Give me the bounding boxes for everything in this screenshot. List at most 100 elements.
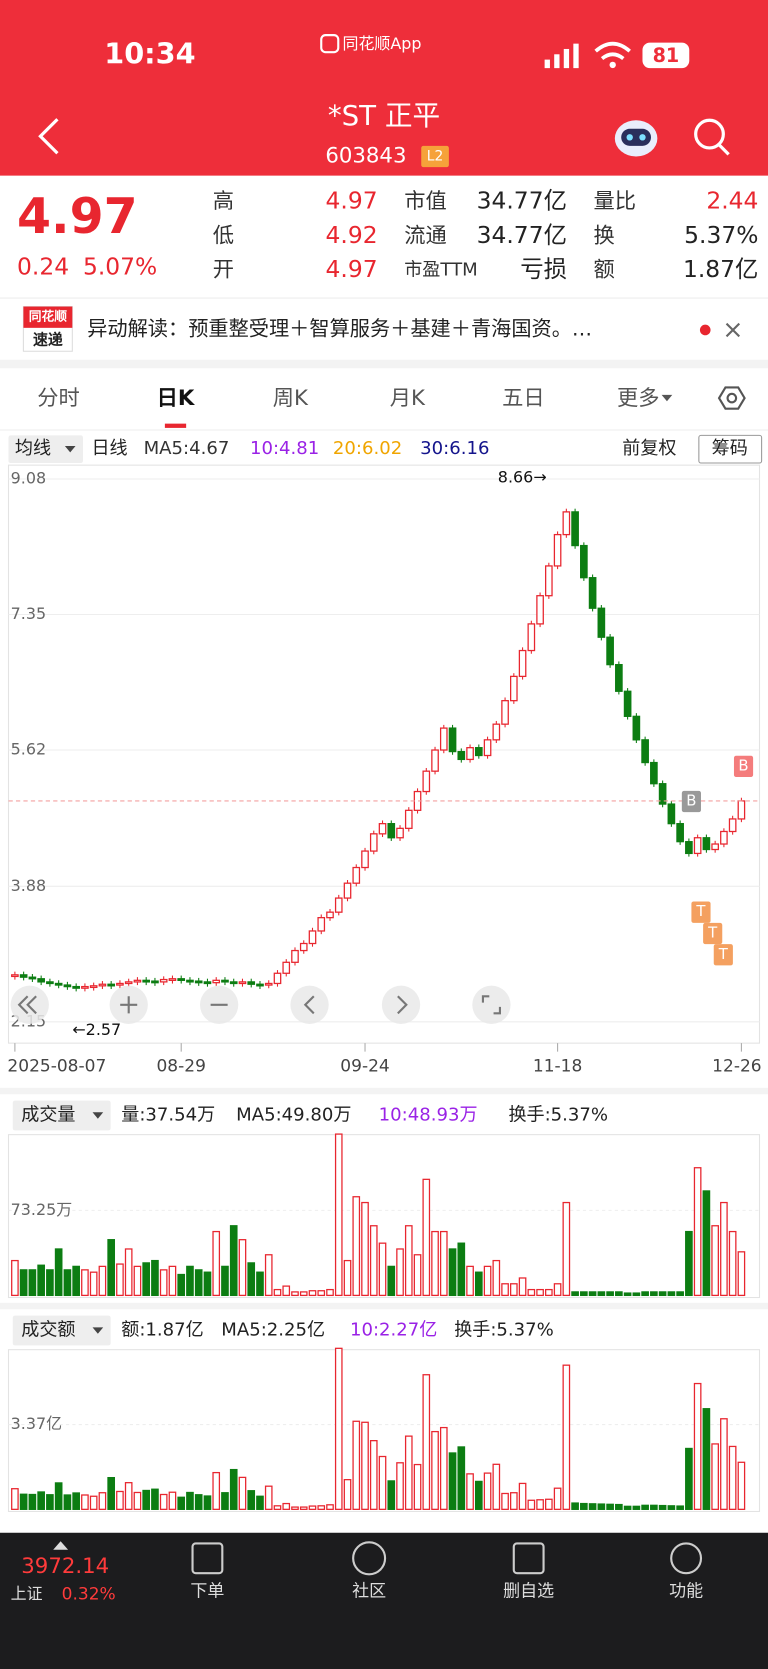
app-name: 同花顺App xyxy=(343,34,422,53)
bar xyxy=(28,1493,37,1510)
candle xyxy=(116,982,124,986)
price: 4.97 xyxy=(17,188,138,245)
bar xyxy=(11,1259,19,1297)
dropdown-arrow xyxy=(92,1112,104,1119)
robot-icon[interactable] xyxy=(614,120,658,157)
stat-label: 换 xyxy=(594,223,615,248)
prev-button[interactable] xyxy=(290,985,329,1024)
candle xyxy=(177,978,186,981)
bar xyxy=(264,1254,273,1297)
bar xyxy=(492,1463,501,1510)
bar xyxy=(203,1495,212,1510)
nav-label[interactable]: 删自选 xyxy=(503,1581,554,1601)
bar xyxy=(72,1265,80,1297)
level-badge xyxy=(421,145,449,168)
nav-label[interactable]: 功能 xyxy=(669,1581,703,1601)
bar xyxy=(282,1285,291,1297)
panel-select[interactable] xyxy=(12,1315,111,1346)
signal: T xyxy=(695,902,706,920)
bar xyxy=(317,1505,326,1510)
bar xyxy=(720,1418,728,1510)
candle xyxy=(615,663,623,692)
candle xyxy=(545,565,553,597)
bar xyxy=(116,1263,124,1297)
news-dot xyxy=(699,324,711,336)
bar xyxy=(404,1435,413,1510)
search-button[interactable] xyxy=(694,118,730,156)
bar xyxy=(676,1291,684,1297)
bar xyxy=(238,1476,247,1510)
stat-value: 4.97 xyxy=(326,255,378,283)
rewind-button[interactable] xyxy=(10,985,49,1024)
bar xyxy=(404,1225,413,1297)
tab[interactable]: 日K xyxy=(157,386,196,411)
stat-label: 流通 xyxy=(404,223,447,248)
chart-controls xyxy=(10,985,511,1024)
candle xyxy=(737,800,746,820)
tab[interactable]: 月K xyxy=(390,386,426,411)
bar xyxy=(702,1190,711,1297)
bar xyxy=(221,1492,229,1510)
bar xyxy=(54,1248,63,1297)
bar xyxy=(615,1503,623,1510)
adjust[interactable]: 前复权 xyxy=(622,438,676,459)
candle xyxy=(685,841,693,855)
candle xyxy=(466,747,474,761)
bar xyxy=(124,1248,133,1297)
bar xyxy=(466,1265,474,1297)
fullscreen-button[interactable] xyxy=(472,985,511,1024)
tab[interactable]: 更多 xyxy=(617,386,660,411)
nav-label[interactable]: 下单 xyxy=(190,1581,224,1601)
back-button[interactable] xyxy=(38,118,59,155)
nav-label[interactable]: 社区 xyxy=(352,1581,386,1601)
index-value[interactable]: 3972.14 xyxy=(21,1554,109,1579)
chips-button[interactable] xyxy=(698,434,763,464)
bar xyxy=(273,1505,282,1510)
signal-icon xyxy=(544,43,579,69)
panel-select[interactable] xyxy=(12,1100,111,1131)
candle xyxy=(37,978,45,983)
candle xyxy=(238,981,247,985)
candle xyxy=(212,979,221,984)
more-arrow xyxy=(661,394,673,402)
panel-stat: 额:1.87亿 xyxy=(121,1320,203,1341)
stat-label: 市盈TTM xyxy=(404,259,478,280)
bar xyxy=(124,1482,133,1510)
bar xyxy=(431,1230,439,1297)
bar xyxy=(46,1494,54,1510)
bar xyxy=(685,1230,693,1297)
bar xyxy=(168,1265,177,1297)
settings-icon[interactable] xyxy=(717,386,746,410)
candle xyxy=(334,897,343,913)
candle xyxy=(562,511,571,536)
indicator-select[interactable] xyxy=(8,435,83,464)
panel-stat: 换手:5.37% xyxy=(508,1105,608,1126)
panel-stat: 10:2.27亿 xyxy=(350,1320,437,1341)
bar xyxy=(737,1461,746,1510)
candle xyxy=(650,761,658,785)
wifi-dot xyxy=(609,61,616,69)
bar xyxy=(37,1491,45,1510)
stat-value: 34.77亿 xyxy=(477,221,567,249)
bar xyxy=(571,1502,579,1510)
indicator: 均线 xyxy=(15,438,51,459)
bar xyxy=(264,1485,273,1510)
tab[interactable]: 分时 xyxy=(37,386,80,411)
tab[interactable]: 周K xyxy=(273,386,309,411)
candle xyxy=(676,823,684,843)
signal: B xyxy=(738,756,748,774)
candle xyxy=(711,843,719,851)
next-button[interactable] xyxy=(381,985,421,1024)
bar xyxy=(116,1490,124,1510)
bar xyxy=(203,1271,212,1297)
news-text[interactable]: 异动解读：预重整受理＋智算服务＋基建＋青海国资。… xyxy=(87,316,592,340)
bar xyxy=(177,1273,186,1297)
tab[interactable]: 五日 xyxy=(502,386,545,411)
control-glyphs xyxy=(17,995,502,1015)
settings-icon-dot xyxy=(726,392,738,404)
news-close[interactable] xyxy=(725,322,741,338)
bar xyxy=(229,1225,238,1297)
candle xyxy=(89,985,98,989)
bar xyxy=(317,1290,326,1297)
bar xyxy=(378,1455,387,1510)
